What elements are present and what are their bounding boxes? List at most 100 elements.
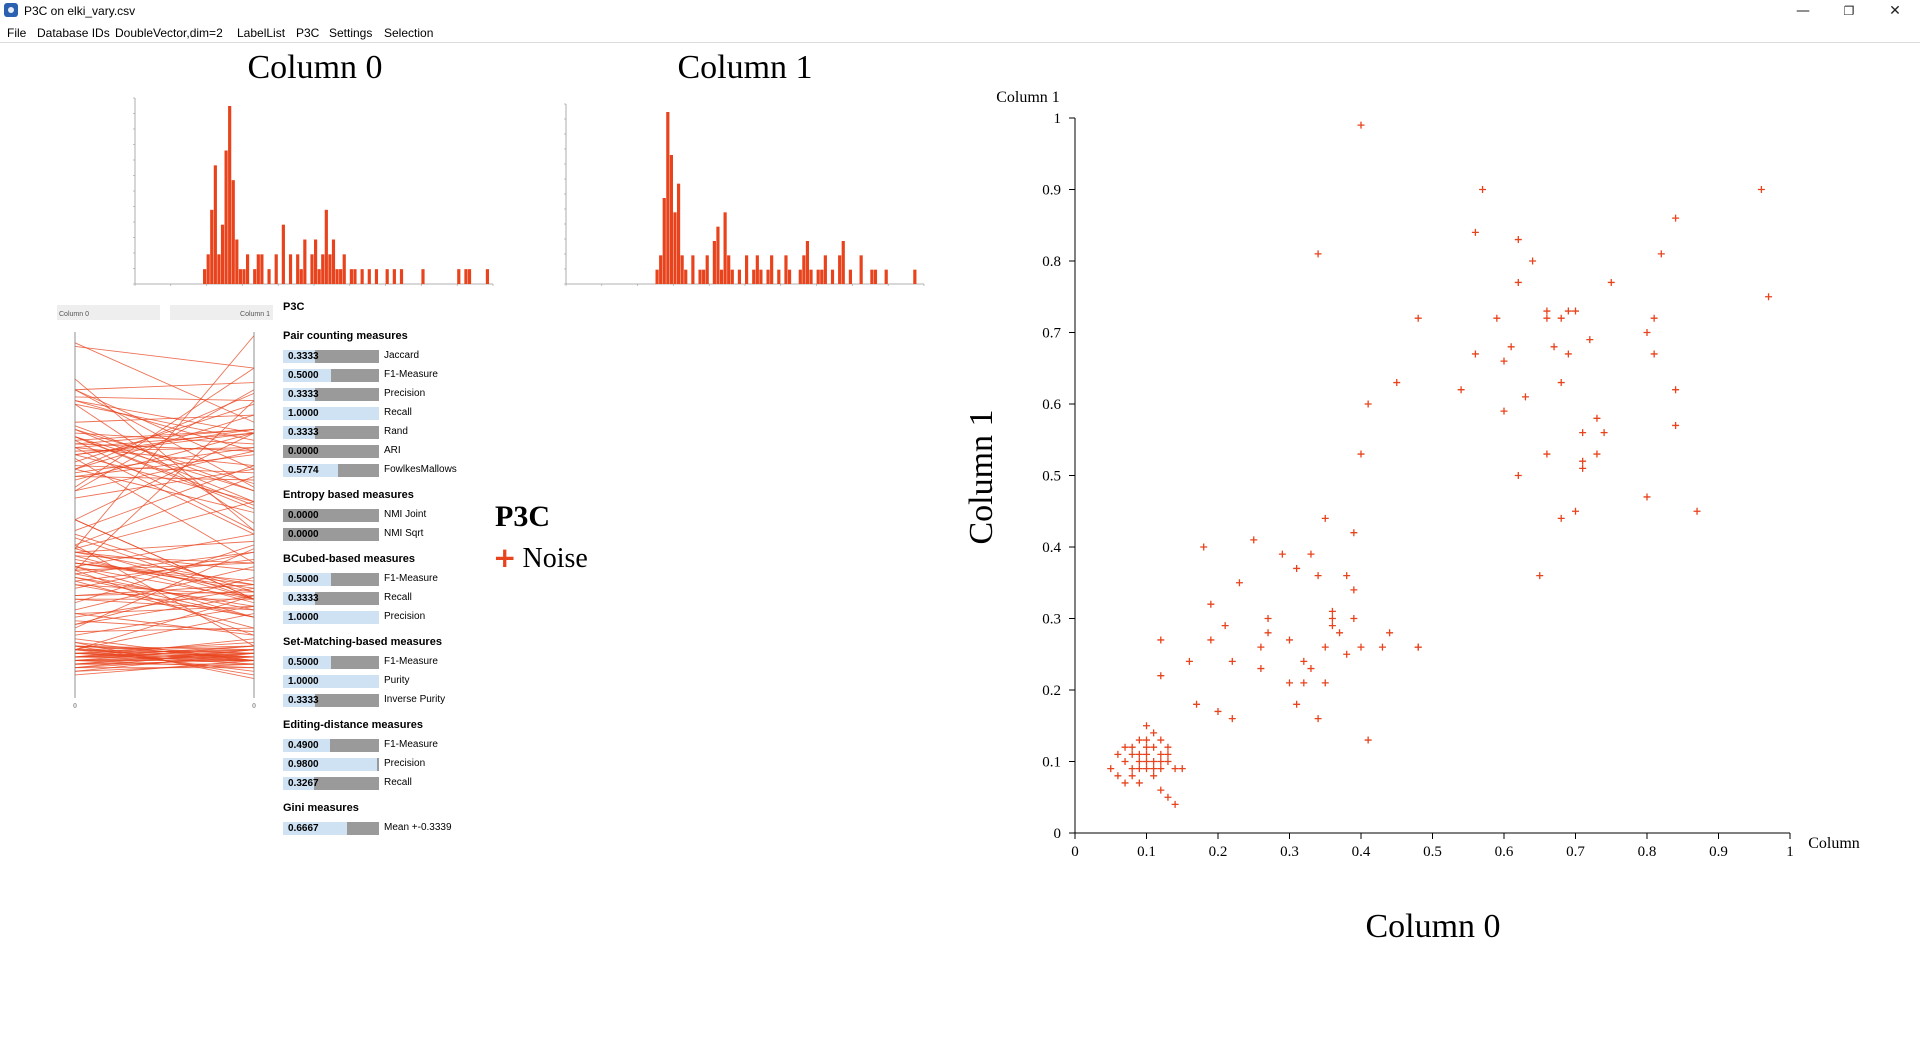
scatter-point [1414, 643, 1422, 651]
scatter-x-tick-label: 0.8 [1638, 844, 1657, 860]
scatter-point [1164, 750, 1172, 758]
parallel-coordinates-plot[interactable] [74, 332, 255, 698]
scatter-point [1193, 700, 1201, 708]
measure-bar-fill [283, 656, 331, 669]
menu-labellist[interactable]: LabelList [237, 26, 286, 40]
parallel-line [74, 436, 255, 506]
menu-doublevector[interactable]: DoubleVector,dim=2 [115, 26, 223, 40]
menu-p3c[interactable]: P3C [296, 26, 320, 40]
histogram-bar [238, 269, 242, 284]
histogram-bar [253, 269, 257, 284]
histogram-bar [224, 150, 228, 284]
measure-group-title: BCubed-based measures [283, 553, 416, 565]
histogram-bar [870, 269, 874, 284]
measure-bar-fill [283, 592, 315, 605]
measure-value: 0.0000 [288, 446, 319, 457]
parallel-line [74, 613, 255, 651]
scatter-plot[interactable]: 0 0.1 0.2 0.3 0.4 0.5 0.6 0.7 0.8 0.9 1 0 0.1 0.2 0.3 0… [1042, 111, 1794, 860]
scatter-point [1121, 743, 1129, 751]
scatter-point [1264, 615, 1272, 622]
parallel-line [74, 613, 255, 636]
measure-row: 0.3333 Recall [283, 590, 543, 609]
scatter-point [1135, 779, 1143, 787]
scatter-point [1235, 579, 1243, 587]
measure-bar: 0.3267 [283, 777, 379, 790]
parallel-line [74, 519, 255, 600]
parallel-line [74, 580, 255, 629]
measure-value: 0.3333 [288, 427, 319, 438]
scatter-point [1364, 400, 1372, 408]
parallel-line [74, 649, 255, 669]
menu-selection[interactable]: Selection [384, 26, 434, 40]
parallel-line [74, 642, 255, 661]
histogram-bar [759, 269, 763, 284]
restore-icon[interactable]: ❐ [1843, 4, 1855, 18]
measure-name: F1-Measure [384, 739, 438, 750]
scatter-point [1257, 643, 1265, 651]
parallel-line [74, 439, 255, 531]
scatter-point [1128, 765, 1136, 773]
close-icon[interactable]: ✕ [1889, 3, 1901, 19]
minimize-icon[interactable]: — [1796, 3, 1810, 19]
scatter-point [1557, 514, 1565, 522]
measure-value: 0.5000 [288, 370, 319, 381]
parallel-line [74, 645, 255, 654]
measure-row: 0.3333 Rand [283, 424, 543, 443]
scatter-point [1264, 629, 1272, 637]
measure-row: 0.6667 Mean +-0.3339 [283, 820, 543, 839]
scatter-point [1529, 257, 1537, 265]
scatter-point [1514, 278, 1522, 286]
scatter-y-tick-label: 0 [1054, 826, 1062, 842]
scatter-y-tick-label: 0.7 [1042, 326, 1061, 342]
measure-group-title: Pair counting measures [283, 330, 408, 342]
histogram-bar [210, 209, 214, 284]
menu-file[interactable]: File [7, 26, 27, 40]
scatter-point [1593, 414, 1601, 422]
menu-bar: File Database IDs DoubleVector,dim=2 Lab… [0, 22, 1920, 43]
measure-name: NMI Joint [384, 509, 427, 520]
parallel-line [74, 468, 255, 499]
histogram-bar [691, 255, 695, 284]
parallel-line [74, 443, 255, 452]
menu-database-ids[interactable]: Database IDs [37, 26, 110, 40]
scatter-point [1336, 629, 1344, 637]
scatter-point [1550, 343, 1558, 351]
histogram-bar [752, 269, 756, 284]
legend-item-noise[interactable]: + Noise [493, 541, 588, 575]
measure-value: 0.3267 [288, 778, 319, 789]
parallel-line [74, 551, 255, 571]
histogram-bar [467, 269, 472, 284]
scatter-point [1157, 786, 1165, 794]
histogram-bar [324, 209, 328, 284]
measure-bar: 0.5000 [283, 573, 379, 586]
scatter-point [1672, 421, 1680, 429]
menu-settings[interactable]: Settings [329, 26, 373, 40]
measure-bar-fill [283, 388, 315, 401]
histogram-column-1[interactable] [564, 103, 925, 286]
scatter-point [1157, 765, 1165, 773]
measure-row: 0.4900 F1-Measure [283, 737, 543, 756]
measure-name: Precision [384, 758, 426, 769]
histogram-bar [702, 269, 706, 284]
measure-bar: 0.0000 [283, 528, 379, 541]
scatter-point [1128, 750, 1136, 758]
scatter-y-tick-label: 0.4 [1042, 540, 1061, 556]
histogram-column-0[interactable] [133, 97, 494, 286]
scatter-point [1278, 550, 1286, 558]
parallel-axis-label-box-left [57, 305, 160, 320]
scatter-point [1357, 450, 1365, 458]
parallel-line [74, 392, 255, 470]
histogram-bar [353, 269, 357, 284]
parallel-line [74, 544, 255, 647]
histogram-bar [220, 224, 225, 284]
measure-bar: 0.3333 [283, 388, 379, 401]
scatter-point [1171, 800, 1179, 808]
histogram-bar [820, 269, 824, 284]
histogram-bar [698, 269, 702, 284]
histogram-bar [245, 254, 250, 284]
scatter-point [1579, 464, 1587, 472]
histogram-bar [485, 269, 490, 284]
histogram-bar [256, 254, 260, 284]
histogram-bar [680, 255, 684, 284]
histogram-bar [299, 269, 303, 284]
